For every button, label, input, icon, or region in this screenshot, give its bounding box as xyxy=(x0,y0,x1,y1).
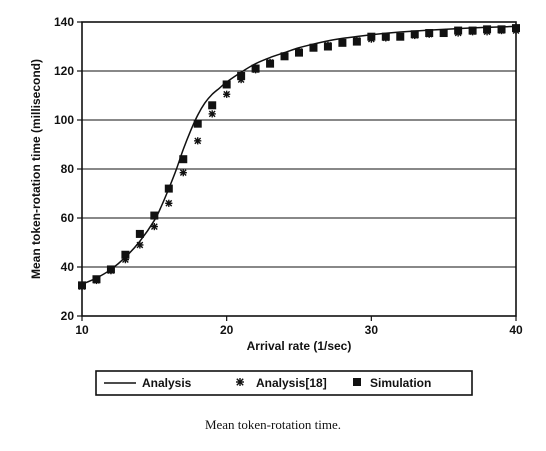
simulation-point-23 xyxy=(410,30,419,39)
y-tick-label-40: 40 xyxy=(61,260,75,274)
simulation-point-17 xyxy=(323,42,332,51)
simulation-point-21 xyxy=(381,32,390,41)
simulation-point-12 xyxy=(251,64,260,73)
analysis18-point-7 xyxy=(179,169,187,177)
simulation-point-11 xyxy=(237,71,246,80)
y-axis-ticks: 20 40 60 80 100 120 140 xyxy=(54,15,82,323)
series-layer xyxy=(78,24,520,291)
simulation-point-22 xyxy=(396,32,405,41)
simulation-point-20 xyxy=(367,32,376,41)
x-tick-label-20: 20 xyxy=(220,323,234,337)
simulation-point-27 xyxy=(468,26,477,35)
analysis18-point-4 xyxy=(136,241,144,249)
analysis18-point-9 xyxy=(208,110,216,118)
legend-star-mark xyxy=(236,378,244,386)
simulation-point-29 xyxy=(497,25,506,34)
simulation-point-18 xyxy=(338,38,347,47)
x-tick-label-30: 30 xyxy=(365,323,379,337)
simulation-point-8 xyxy=(193,119,202,128)
analysis18-point-6 xyxy=(165,199,173,207)
simulation-point-25 xyxy=(439,29,448,38)
simulation-point-0 xyxy=(78,281,86,290)
simulation-point-3 xyxy=(121,250,130,259)
simulation-point-10 xyxy=(222,80,231,89)
legend-simulation-label: Simulation xyxy=(370,376,431,390)
y-tick-label-140: 140 xyxy=(54,15,74,29)
simulation-point-16 xyxy=(309,43,318,52)
simulation-point-5 xyxy=(150,211,159,220)
analysis18-point-10 xyxy=(223,90,231,98)
simulation-point-14 xyxy=(280,52,289,61)
simulation-point-26 xyxy=(454,26,463,35)
simulation-point-4 xyxy=(135,229,144,238)
simulation-point-2 xyxy=(106,265,115,274)
simulation-point-28 xyxy=(483,25,492,34)
legend-analysis18-star-swatch xyxy=(236,378,244,386)
simulation-point-7 xyxy=(179,155,188,164)
legend-simulation-square-swatch xyxy=(353,378,361,386)
analysis-line xyxy=(81,25,517,285)
legend-box xyxy=(95,370,473,396)
y-tick-label-80: 80 xyxy=(61,162,75,176)
x-tick-label-40: 40 xyxy=(509,323,523,337)
y-tick-label-20: 20 xyxy=(61,309,75,323)
series-analysis xyxy=(81,25,517,285)
simulation-point-9 xyxy=(208,101,217,110)
simulation-point-15 xyxy=(295,48,303,57)
y-tick-label-60: 60 xyxy=(61,211,75,225)
simulation-point-24 xyxy=(425,29,434,38)
gridlines xyxy=(82,70,516,268)
figure-caption: Mean token-rotation time. xyxy=(204,417,342,432)
x-axis-label: Arrival rate (1/sec) xyxy=(247,339,352,353)
y-tick-label-120: 120 xyxy=(54,64,74,78)
simulation-point-13 xyxy=(266,59,275,68)
x-axis-ticks: 10 20 30 40 xyxy=(75,316,523,337)
analysis18-point-8 xyxy=(194,137,202,145)
analysis18-point-5 xyxy=(150,222,158,231)
series-analysis-18 xyxy=(78,26,520,291)
simulation-point-30 xyxy=(512,24,520,33)
legend: Analysis Analysis[18] Simulation xyxy=(95,370,473,396)
simulation-point-19 xyxy=(352,37,361,46)
y-axis-label: Mean token-rotation time (millisecond) xyxy=(29,59,43,279)
legend-analysis18-label: Analysis[18] xyxy=(256,376,327,390)
simulation-point-6 xyxy=(164,184,173,193)
legend-analysis-label: Analysis xyxy=(142,376,192,390)
y-tick-label-100: 100 xyxy=(54,113,74,127)
series-simulation xyxy=(78,24,520,290)
x-tick-label-10: 10 xyxy=(75,323,89,337)
simulation-point-1 xyxy=(92,275,101,284)
